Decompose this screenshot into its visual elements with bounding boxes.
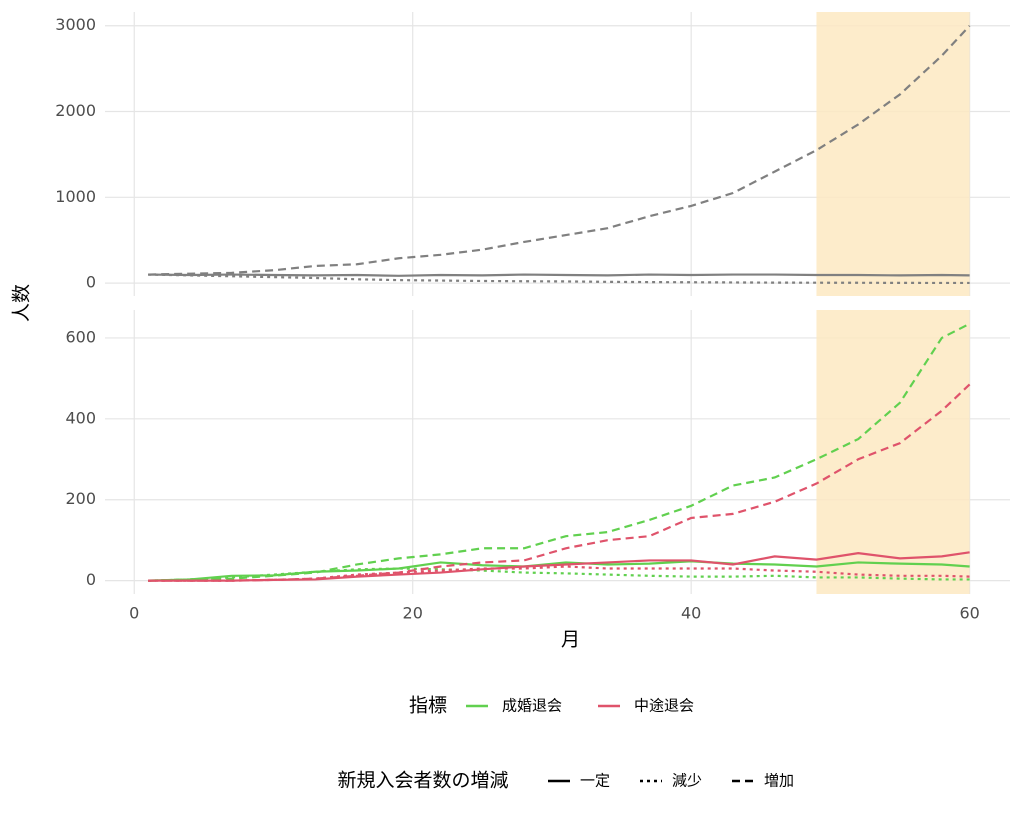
- x-tick-label: 40: [681, 604, 701, 623]
- y-axis-label: 人数: [11, 284, 33, 322]
- y-tick-label: 0: [86, 570, 96, 589]
- line: [148, 560, 970, 582]
- legend-label: 中途退会: [634, 697, 694, 715]
- legend-label: 一定: [580, 772, 610, 790]
- legend-label: 増加: [764, 772, 794, 790]
- legend-title: 新規入会者数の増減: [337, 770, 508, 792]
- x-axis-label: 月: [561, 629, 580, 651]
- line: [148, 322, 971, 582]
- x-tick-label: 60: [959, 604, 979, 623]
- line: [148, 273, 970, 277]
- y-tick-label: 3000: [55, 15, 96, 34]
- y-tick-label: 400: [65, 408, 96, 427]
- x-tick-label: 0: [129, 604, 139, 623]
- line: [148, 24, 971, 276]
- legend-label: 減少: [672, 772, 702, 790]
- highlight-band: [816, 12, 970, 296]
- legend-label: 成婚退会: [502, 697, 562, 715]
- y-tick-label: 1000: [55, 187, 96, 206]
- highlight-band: [816, 310, 970, 594]
- y-tick-label: 600: [65, 327, 96, 346]
- y-tick-label: 2000: [55, 101, 96, 120]
- legend-title: 指標: [409, 695, 447, 717]
- y-tick-label: 200: [65, 489, 96, 508]
- y-tick-label: 0: [86, 273, 96, 292]
- line: [148, 551, 970, 582]
- line: [148, 383, 971, 582]
- x-tick-label: 20: [403, 604, 423, 623]
